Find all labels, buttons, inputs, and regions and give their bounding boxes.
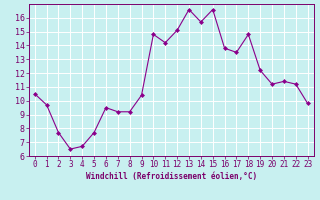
X-axis label: Windchill (Refroidissement éolien,°C): Windchill (Refroidissement éolien,°C) <box>86 172 257 181</box>
